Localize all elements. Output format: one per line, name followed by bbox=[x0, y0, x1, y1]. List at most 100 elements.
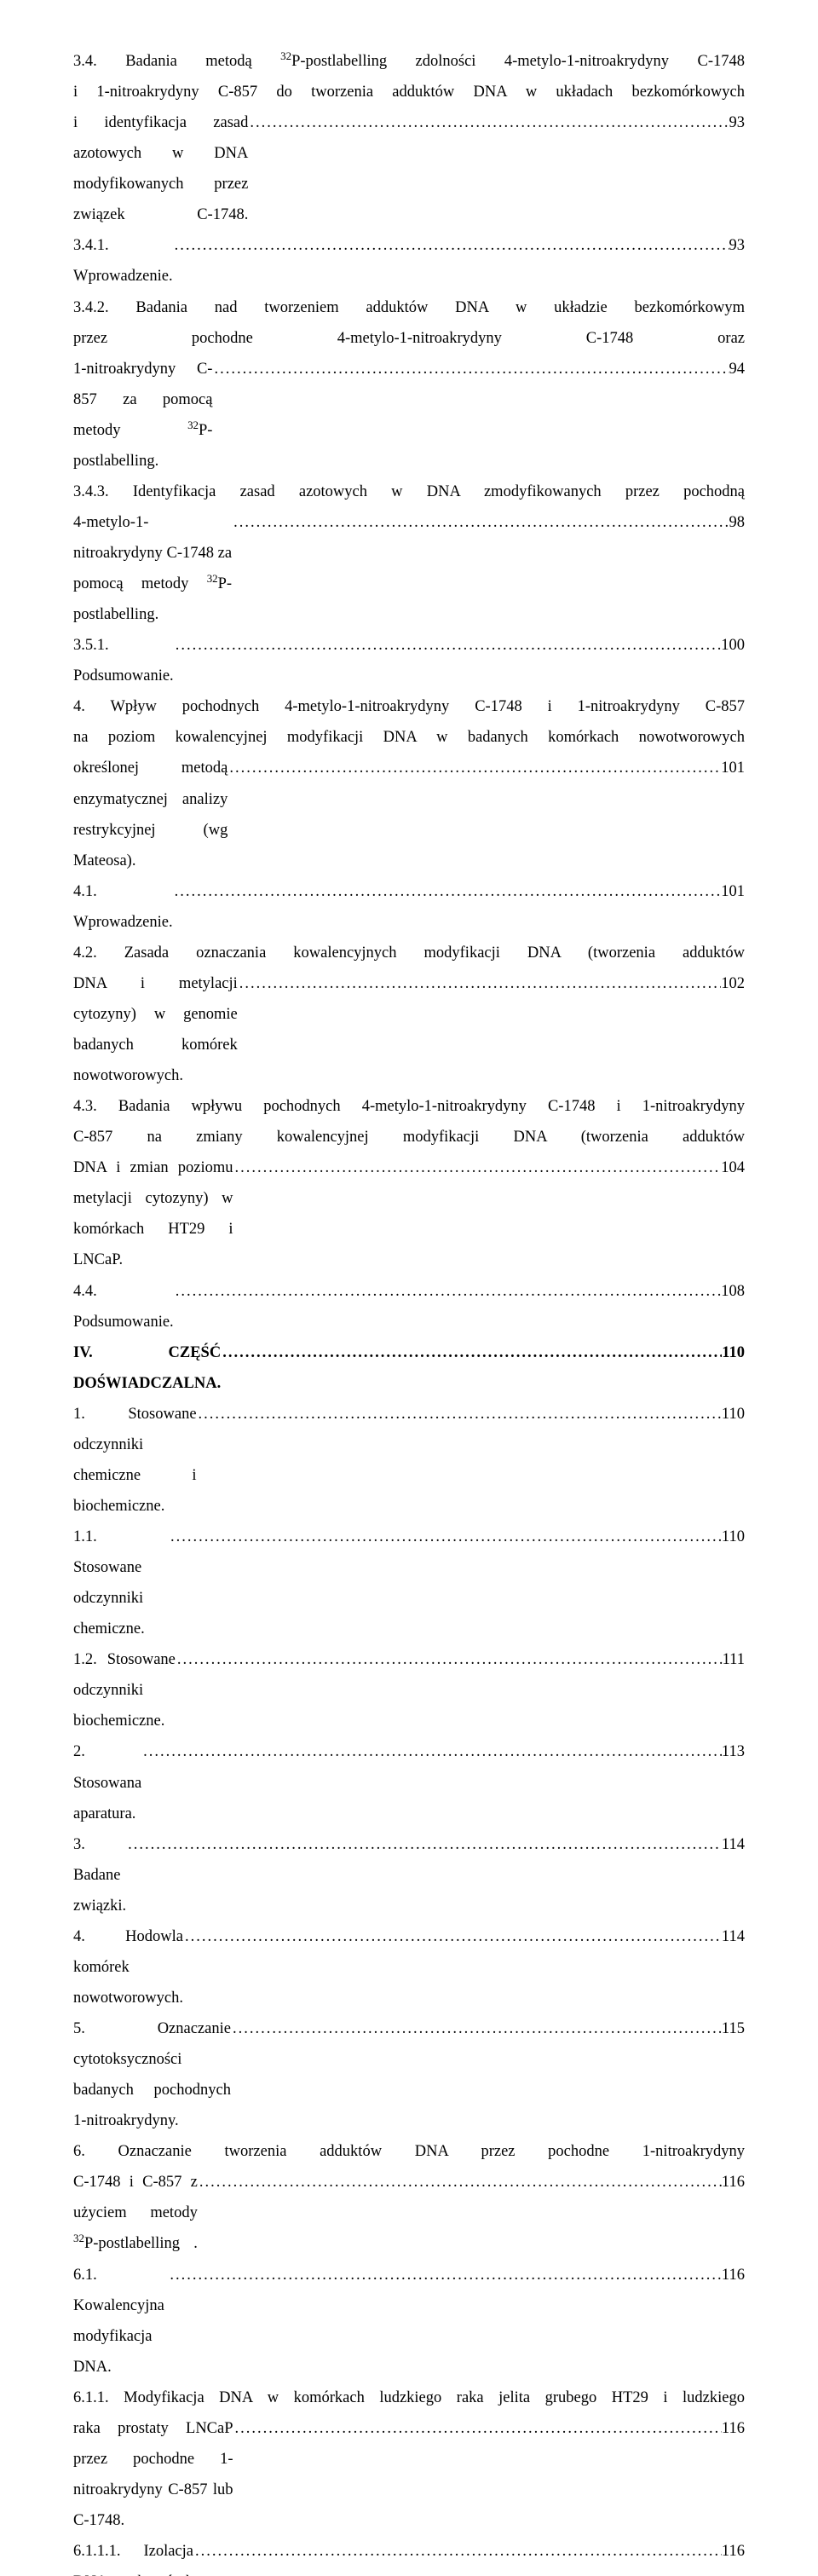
toc-dot-leader bbox=[231, 2013, 722, 2044]
toc-dot-leader bbox=[228, 753, 721, 783]
toc-entry: 6.1.1.1. Izolacja DNA z komórek nowotwor… bbox=[73, 2536, 745, 2576]
toc-entry: 1. Stosowane odczynniki chemiczne i bioc… bbox=[73, 1399, 745, 1522]
toc-dot-leader bbox=[141, 1736, 722, 1767]
toc-entry: 2. Stosowana aparatura. 113 bbox=[73, 1736, 745, 1828]
toc-entry-label: DNA i zmian poziomu metylacji cytozyny) … bbox=[73, 1152, 233, 1275]
toc-entry-line: 3.4.3. Identyfikacja zasad azotowych w D… bbox=[73, 477, 745, 507]
toc-entry-page: 114 bbox=[722, 1921, 745, 1952]
toc-entry-label: 1-nitroakrydyny C-857 za pomocą metody 3… bbox=[73, 354, 212, 477]
toc-entry: 1.1. Stosowane odczynniki chemiczne. 110 bbox=[73, 1522, 745, 1644]
toc-dot-leader bbox=[212, 354, 729, 384]
toc-entry-page: 116 bbox=[722, 2536, 745, 2567]
toc-entry-label: 6.1.1.1. Izolacja DNA z komórek nowotwor… bbox=[73, 2536, 193, 2576]
toc-dot-leader bbox=[176, 1644, 723, 1675]
toc-dot-leader bbox=[174, 630, 722, 661]
toc-entry: raka prostaty LNCaP przez pochodne 1-nit… bbox=[73, 2413, 745, 2536]
toc-entry: 5. Oznaczanie cytotoksyczności badanych … bbox=[73, 2013, 745, 2136]
toc-entry-label: DNA i metylacji cytozyny) w genomie bada… bbox=[73, 968, 238, 1091]
toc-entry-page: 110 bbox=[722, 1399, 745, 1430]
toc-entry: 3. Badane związki. 114 bbox=[73, 1829, 745, 1921]
toc-entry-label: 1.2. Stosowane odczynniki biochemiczne. bbox=[73, 1644, 176, 1736]
toc-dot-leader bbox=[232, 507, 729, 538]
toc-entry-page: 93 bbox=[729, 230, 746, 261]
toc-dot-leader bbox=[233, 1152, 722, 1183]
toc-entry-page: 110 bbox=[722, 1337, 745, 1368]
toc-entry-page: 100 bbox=[721, 630, 745, 661]
toc-entry-page: 111 bbox=[723, 1644, 745, 1675]
toc-entry-page: 108 bbox=[721, 1276, 745, 1307]
toc-entry-page: 101 bbox=[721, 753, 745, 783]
toc-entry-page: 98 bbox=[729, 507, 746, 538]
toc-entry-line: przez pochodne 4-metylo-1-nitroakrydyny … bbox=[73, 323, 745, 354]
toc-entry-label: 5. Oznaczanie cytotoksyczności badanych … bbox=[73, 2013, 231, 2136]
toc-entry-line: 3.4.2. Badania nad tworzeniem adduktów D… bbox=[73, 292, 745, 323]
table-of-contents: 3.4. Badania metodą 32P-postlabelling zd… bbox=[73, 46, 745, 2576]
toc-entry-label: C-1748 i C-857 z użyciem metody 32P-post… bbox=[73, 2167, 198, 2259]
toc-dot-leader bbox=[238, 968, 721, 999]
toc-entry-page: 101 bbox=[721, 876, 745, 907]
toc-entry-label: 4.1. Wprowadzenie. bbox=[73, 876, 173, 938]
toc-entry-page: 102 bbox=[721, 968, 745, 999]
toc-entry-label: 4-metylo-1-nitroakrydyny C-1748 za pomoc… bbox=[73, 507, 232, 630]
toc-entry: 4.1. Wprowadzenie. 101 bbox=[73, 876, 745, 938]
toc-entry: 4.4. Podsumowanie. 108 bbox=[73, 1276, 745, 1337]
toc-entry-page: 93 bbox=[729, 107, 746, 138]
toc-entry-label: 3. Badane związki. bbox=[73, 1829, 126, 1921]
toc-entry-page: 116 bbox=[722, 2260, 745, 2290]
toc-entry-label: 1. Stosowane odczynniki chemiczne i bioc… bbox=[73, 1399, 197, 1522]
toc-entry: i identyfikacja zasad azotowych w DNA mo… bbox=[73, 107, 745, 230]
toc-entry-label: i identyfikacja zasad azotowych w DNA mo… bbox=[73, 107, 248, 230]
toc-entry: DNA i zmian poziomu metylacji cytozyny) … bbox=[73, 1152, 745, 1275]
toc-entry-page: 110 bbox=[722, 1522, 745, 1552]
toc-entry-page: 114 bbox=[722, 1829, 745, 1860]
toc-entry-line: C-857 na zmiany kowalencyjnej modyfikacj… bbox=[73, 1122, 745, 1152]
toc-entry: 4. Hodowla komórek nowotworowych. 114 bbox=[73, 1921, 745, 2013]
toc-entry-line: 4. Wpływ pochodnych 4-metylo-1-nitroakry… bbox=[73, 691, 745, 722]
toc-entry: 3.5.1. Podsumowanie. 100 bbox=[73, 630, 745, 691]
toc-dot-leader bbox=[168, 2260, 722, 2290]
toc-entry-page: 116 bbox=[722, 2413, 745, 2444]
toc-dot-leader bbox=[173, 876, 722, 907]
toc-entry-label: 3.5.1. Podsumowanie. bbox=[73, 630, 174, 691]
toc-entry-label: 4. Hodowla komórek nowotworowych. bbox=[73, 1921, 183, 2013]
toc-entry: 3.4.1. Wprowadzenie. 93 bbox=[73, 230, 745, 292]
toc-entry-page: 116 bbox=[722, 2167, 745, 2198]
toc-entry-line: na poziom kowalencyjnej modyfikacji DNA … bbox=[73, 722, 745, 753]
toc-dot-leader bbox=[197, 1399, 722, 1430]
toc-entry-page: 113 bbox=[722, 1736, 745, 1767]
toc-entry: DNA i metylacji cytozyny) w genomie bada… bbox=[73, 968, 745, 1091]
toc-entry: 6.1. Kowalencyjna modyfikacja DNA. 116 bbox=[73, 2260, 745, 2383]
toc-entry-label: 1.1. Stosowane odczynniki chemiczne. bbox=[73, 1522, 169, 1644]
toc-dot-leader bbox=[173, 230, 729, 261]
toc-entry-label: 6.1. Kowalencyjna modyfikacja DNA. bbox=[73, 2260, 168, 2383]
toc-entry: określonej metodą enzymatycznej analizy … bbox=[73, 753, 745, 875]
toc-dot-leader bbox=[193, 2536, 722, 2567]
toc-dot-leader bbox=[126, 1829, 722, 1860]
toc-dot-leader bbox=[198, 2167, 722, 2198]
toc-entry: 1.2. Stosowane odczynniki biochemiczne. 1… bbox=[73, 1644, 745, 1736]
toc-entry-line: 6.1.1. Modyfikacja DNA w komórkach ludzk… bbox=[73, 2383, 745, 2413]
toc-entry-label: 4.4. Podsumowanie. bbox=[73, 1276, 174, 1337]
toc-dot-leader bbox=[174, 1276, 722, 1307]
toc-entry-line: 4.3. Badania wpływu pochodnych 4-metylo-… bbox=[73, 1091, 745, 1122]
toc-entry-line: 4.2. Zasada oznaczania kowalencyjnych mo… bbox=[73, 938, 745, 968]
toc-dot-leader bbox=[221, 1337, 722, 1368]
toc-entry-page: 115 bbox=[722, 2013, 745, 2044]
toc-dot-leader bbox=[169, 1522, 722, 1552]
toc-entry: 1-nitroakrydyny C-857 za pomocą metody 3… bbox=[73, 354, 745, 477]
toc-entry-label: raka prostaty LNCaP przez pochodne 1-nit… bbox=[73, 2413, 233, 2536]
toc-dot-leader bbox=[233, 2413, 722, 2444]
toc-entry-line: 6. Oznaczanie tworzenia adduktów DNA prz… bbox=[73, 2136, 745, 2167]
toc-dot-leader bbox=[248, 107, 729, 138]
toc-entry: C-1748 i C-857 z użyciem metody 32P-post… bbox=[73, 2167, 745, 2259]
toc-entry-line: i 1-nitroakrydyny C-857 do tworzenia add… bbox=[73, 77, 745, 107]
toc-entry-line: 3.4. Badania metodą 32P-postlabelling zd… bbox=[73, 46, 745, 77]
toc-entry-label: IV. CZĘŚĆ DOŚWIADCZALNA. bbox=[73, 1337, 221, 1399]
toc-entry-label: 2. Stosowana aparatura. bbox=[73, 1736, 141, 1828]
toc-entry: 4-metylo-1-nitroakrydyny C-1748 za pomoc… bbox=[73, 507, 745, 630]
toc-entry-page: 94 bbox=[729, 354, 746, 384]
toc-dot-leader bbox=[183, 1921, 722, 1952]
toc-entry-label: określonej metodą enzymatycznej analizy … bbox=[73, 753, 228, 875]
toc-entry-page: 104 bbox=[721, 1152, 745, 1183]
toc-entry-label: 3.4.1. Wprowadzenie. bbox=[73, 230, 173, 292]
